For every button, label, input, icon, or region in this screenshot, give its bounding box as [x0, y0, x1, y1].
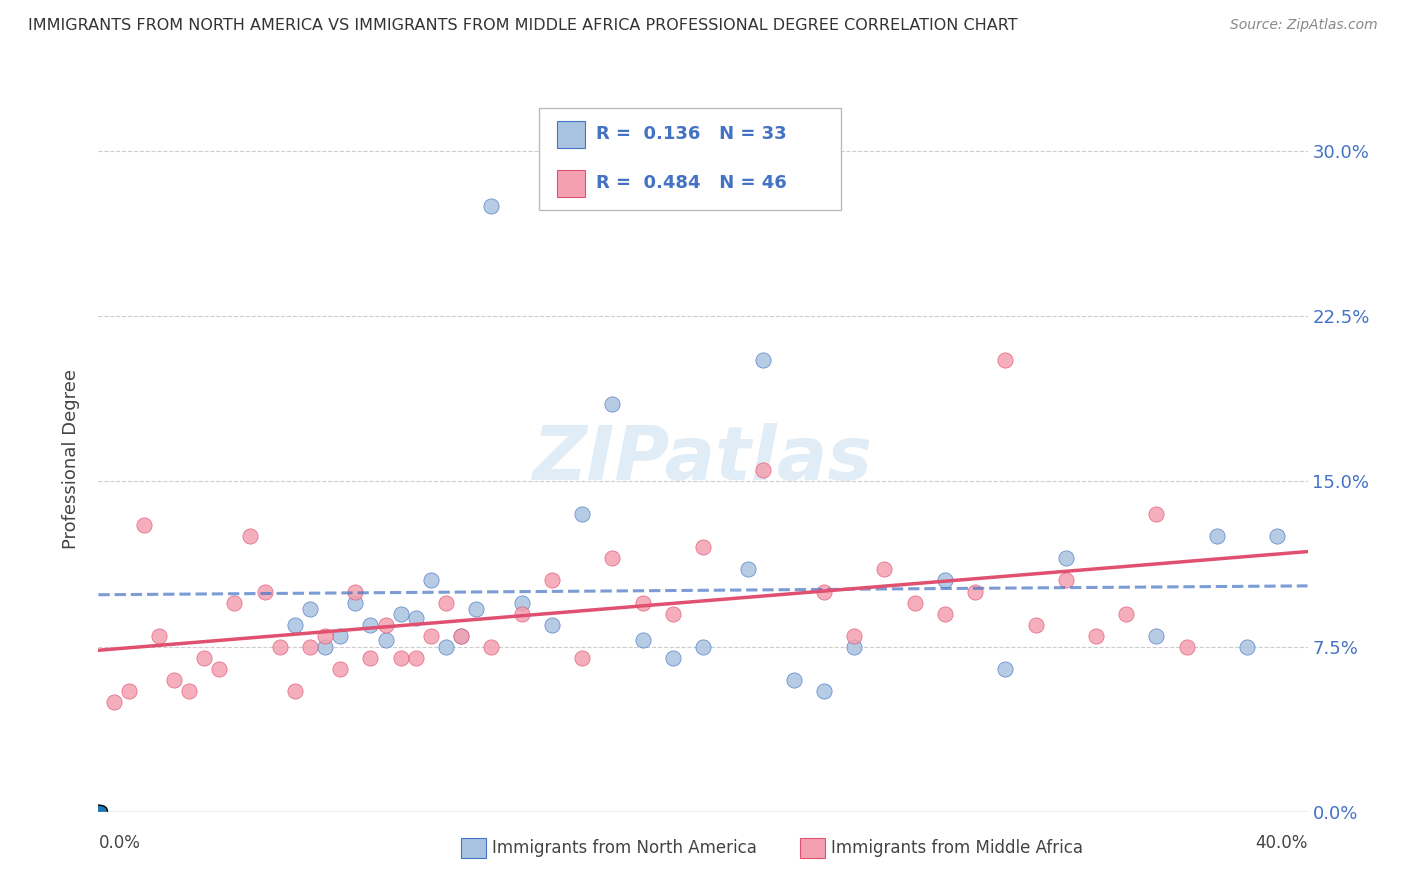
Point: [510, 607, 533, 621]
Point: [389, 607, 412, 621]
Point: [813, 683, 835, 698]
Point: [405, 650, 427, 665]
Point: [965, 584, 987, 599]
Point: [737, 562, 759, 576]
Y-axis label: Professional Degree: Professional Degree: [62, 369, 80, 549]
Point: [1267, 529, 1289, 543]
Point: [405, 611, 427, 625]
Text: Immigrants from Middle Africa: Immigrants from Middle Africa: [831, 839, 1083, 857]
Point: [1146, 628, 1168, 642]
Point: [314, 628, 336, 642]
Point: [631, 595, 654, 609]
Point: [1054, 551, 1077, 566]
Point: [193, 650, 215, 665]
Point: [602, 551, 624, 566]
Point: [284, 683, 307, 698]
Point: [344, 584, 367, 599]
Point: [934, 574, 956, 588]
Point: [934, 607, 956, 621]
Point: [631, 632, 654, 647]
Point: [692, 640, 714, 654]
Point: [783, 673, 806, 687]
Point: [481, 640, 503, 654]
Point: [602, 397, 624, 411]
Point: [253, 584, 276, 599]
Point: [299, 640, 322, 654]
Point: [752, 463, 775, 477]
Point: [239, 529, 262, 543]
Point: [314, 640, 336, 654]
Point: [844, 640, 866, 654]
Point: [692, 541, 714, 555]
Point: [904, 595, 927, 609]
Point: [540, 574, 562, 588]
Point: [434, 640, 457, 654]
Text: 0.0%: 0.0%: [98, 834, 141, 852]
Point: [374, 617, 396, 632]
Point: [163, 673, 186, 687]
Point: [540, 617, 562, 632]
Point: [434, 595, 457, 609]
Point: [148, 628, 170, 642]
Point: [224, 595, 246, 609]
Point: [661, 650, 683, 665]
Point: [329, 662, 352, 676]
Point: [1175, 640, 1198, 654]
Text: ZIPatlas: ZIPatlas: [533, 423, 873, 496]
Point: [360, 650, 382, 665]
Point: [329, 628, 352, 642]
Point: [284, 617, 307, 632]
Point: [374, 632, 396, 647]
Point: [813, 584, 835, 599]
Point: [389, 650, 412, 665]
Text: Immigrants from North America: Immigrants from North America: [492, 839, 756, 857]
Point: [1054, 574, 1077, 588]
Point: [994, 662, 1017, 676]
Point: [571, 650, 593, 665]
Point: [103, 695, 125, 709]
Point: [752, 353, 775, 368]
Text: R =  0.484   N = 46: R = 0.484 N = 46: [596, 175, 787, 193]
Point: [360, 617, 382, 632]
Point: [481, 199, 503, 213]
Point: [994, 353, 1017, 368]
Text: Source: ZipAtlas.com: Source: ZipAtlas.com: [1230, 18, 1378, 32]
Point: [510, 595, 533, 609]
Point: [420, 628, 443, 642]
Point: [1146, 508, 1168, 522]
Point: [1236, 640, 1258, 654]
Point: [1206, 529, 1229, 543]
Point: [571, 508, 593, 522]
Point: [844, 628, 866, 642]
Text: IMMIGRANTS FROM NORTH AMERICA VS IMMIGRANTS FROM MIDDLE AFRICA PROFESSIONAL DEGR: IMMIGRANTS FROM NORTH AMERICA VS IMMIGRA…: [28, 18, 1018, 33]
Text: 40.0%: 40.0%: [1256, 834, 1308, 852]
Point: [420, 574, 443, 588]
Text: R =  0.136   N = 33: R = 0.136 N = 33: [596, 126, 787, 144]
Point: [299, 602, 322, 616]
Point: [1115, 607, 1137, 621]
Point: [661, 607, 683, 621]
Point: [450, 628, 472, 642]
Point: [132, 518, 155, 533]
Point: [179, 683, 201, 698]
FancyBboxPatch shape: [90, 805, 107, 818]
Point: [465, 602, 488, 616]
Point: [1024, 617, 1046, 632]
Point: [450, 628, 472, 642]
Point: [1085, 628, 1108, 642]
Point: [269, 640, 291, 654]
Point: [873, 562, 896, 576]
Point: [344, 595, 367, 609]
Point: [118, 683, 141, 698]
Point: [208, 662, 231, 676]
